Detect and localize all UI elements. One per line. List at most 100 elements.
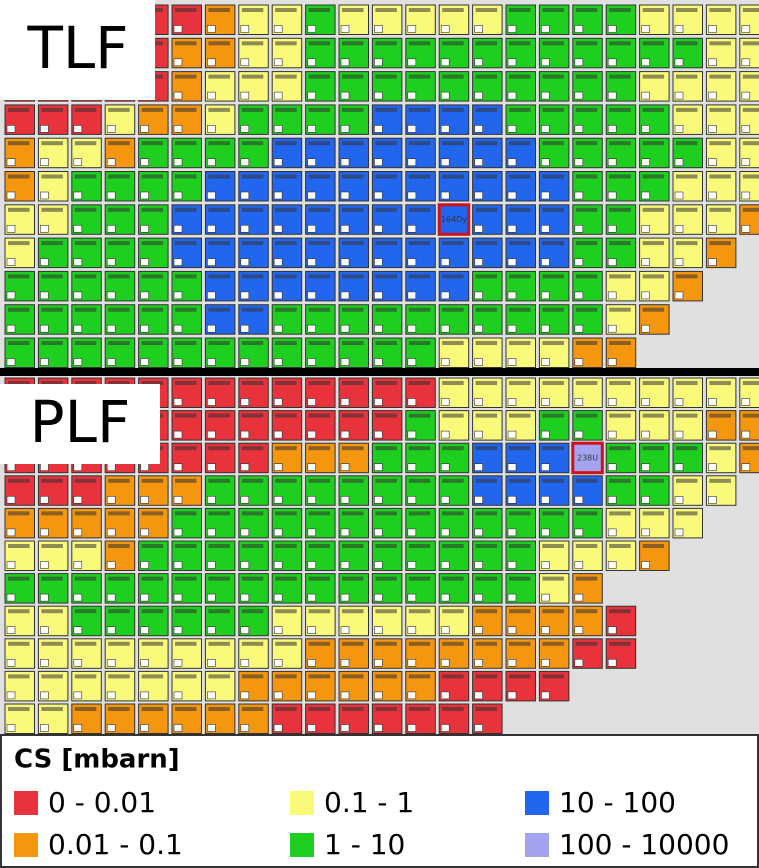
cell-tag [609,609,631,614]
cell-tag [141,576,164,581]
cell-box [207,593,216,602]
cell-tag [442,107,464,112]
cell-box [474,25,483,33]
cell-box [541,91,550,100]
cell-tag [442,609,464,614]
cell-box [541,125,550,133]
cell-box [407,724,417,732]
cell-box [407,398,417,406]
cell-tag [342,641,364,646]
cell-box [307,58,316,67]
cell-tag [41,341,63,345]
cell-box [273,430,283,439]
cell-tag [709,41,731,46]
cell-tag [275,241,297,246]
cell-box [307,258,316,266]
cell-box [340,593,350,602]
cell-tag [676,141,698,146]
cell-tag [208,207,230,212]
cell-tag [308,107,331,112]
cell-box [674,398,684,406]
cell-tag [408,381,431,385]
cell-box [6,724,16,732]
cell-tag [241,307,264,312]
cell-box [607,58,617,67]
cell-box [106,561,116,569]
cell-box [240,25,250,33]
cell-tag [275,341,297,345]
cell-box [240,158,250,166]
cell-tag [8,544,30,548]
cell-tag [275,413,297,418]
cell-box [574,658,584,667]
cell-tag [475,341,498,345]
cell-box [541,258,550,266]
cell-tag [442,141,464,146]
cell-box [374,658,383,667]
cell-tag [342,74,364,79]
cell-box [340,658,350,667]
cell-tag [241,641,264,646]
cell-tag [8,511,30,516]
cell-tag [41,174,63,179]
cell-tag [41,641,63,646]
cell-tag [108,544,130,548]
cell-box [240,724,250,732]
cell-box [207,626,216,635]
cell-box [507,430,517,439]
cell-tag [74,107,97,112]
cell-box [340,463,350,472]
cell-tag [141,241,164,246]
cell-tag [342,41,364,46]
cell-box [607,528,617,537]
cell-tag [375,274,397,279]
cell-box [374,724,383,732]
cell-tag [74,381,97,385]
cell-box [73,463,83,472]
cell-tag [308,141,331,146]
cell-tag [609,141,631,146]
cell-tag [442,641,464,646]
cell-tag [742,107,759,112]
cell-tag [175,544,197,548]
cell-tag [141,107,164,112]
cell-box [374,398,383,406]
cell-tag [709,207,731,212]
legend-label: 0 - 0.01 [48,786,156,819]
cell-box [641,291,650,300]
cell-box [307,463,316,472]
cell-tag [141,544,164,548]
cell-tag [609,107,631,112]
cell-tag [74,674,97,679]
cell-box [541,561,550,569]
cell-box [173,291,183,300]
cell-tag [8,174,30,179]
cell-tag [141,511,164,516]
cell-box [507,25,517,33]
cell-tag [8,707,30,711]
cell-box [574,495,584,504]
cell-box [240,463,250,472]
cell-box [741,58,751,67]
cell-tag [108,174,130,179]
cell-tag [709,241,731,246]
cell-tag [442,446,464,451]
cell-box [541,291,550,300]
cell-tag [609,413,631,418]
cell-box [607,626,617,635]
cell-tag [308,174,331,179]
cell-tag [108,307,130,312]
cell-tag [442,74,464,79]
cell-box [374,528,383,537]
cell-box [708,158,717,166]
cell-box [407,191,417,200]
cell-tag [8,107,30,112]
cell-tag [475,207,498,212]
cell-box [273,463,283,472]
cell-tag [275,8,297,12]
cell-box [207,58,216,67]
cell-tag [241,241,264,246]
cell-tag [275,641,297,646]
cell-box [674,291,684,300]
cell-box [106,324,116,333]
